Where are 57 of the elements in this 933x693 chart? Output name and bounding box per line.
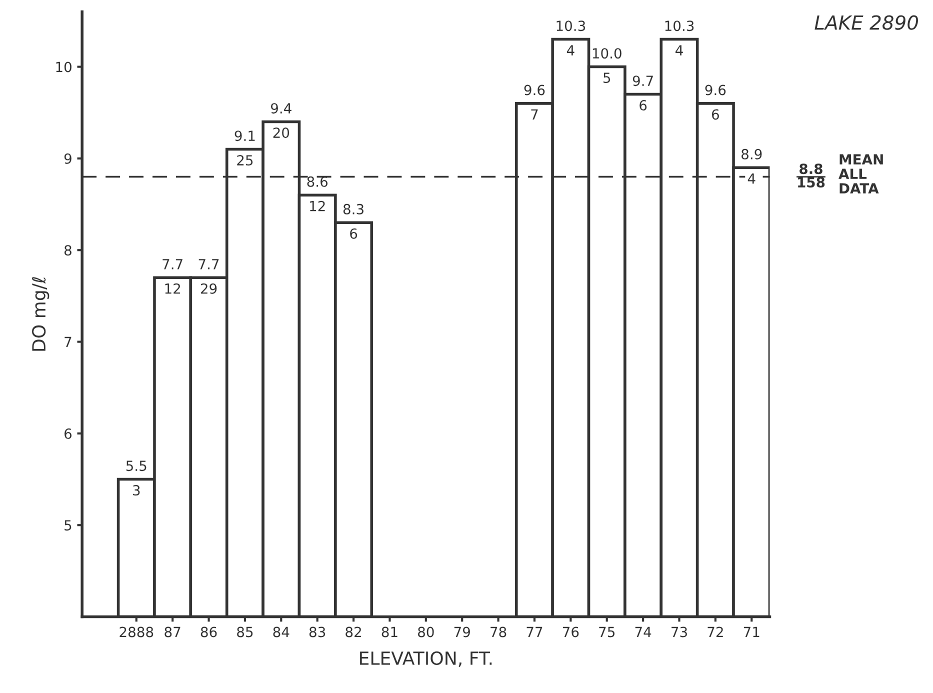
annotation: 12 [165,283,180,294]
data-label: 9.6 [524,84,545,96]
data-label: 9.1 [234,130,255,142]
x-tick-label: 75 [599,626,614,638]
x-tick-label: 79 [454,626,470,638]
y-tick-label: 9 [64,153,72,164]
annotation: 4 [676,45,683,56]
data-label: 9.6 [705,84,726,96]
data-label: 8.9 [742,148,762,160]
ref-line-label: 8.8 [800,164,822,174]
annotation: 20 [273,128,290,138]
x-tick-label: 80 [418,626,434,638]
data-label: 7.7 [162,259,182,270]
annotation: 6 [712,109,719,120]
annotation: 6 [350,228,358,239]
annotation: 3 [133,485,140,496]
x-axis-title: ELEVATION, FT. [360,651,492,667]
y-tick-label: 5 [64,520,72,531]
text: MEAN ALL DATA [838,154,883,194]
annotation: 12 [310,200,325,212]
x-tick-label: 84 [273,626,290,638]
y-tick-label: 6 [64,428,72,439]
data-label: 9.7 [632,76,653,86]
x-tick-label: 82 [346,626,361,638]
x-tick-label: 81 [382,626,398,638]
annotation: 29 [200,283,217,294]
data-label: 5.5 [126,460,146,472]
x-tick-label: 74 [635,626,652,638]
x-tick-label: 86 [200,626,217,638]
annotation: 7 [531,109,538,120]
annotation: 4 [748,174,756,184]
annotation: 25 [237,155,253,166]
data-label: 10.3 [556,20,586,32]
x-tick-label: 85 [237,626,253,638]
annotation: 6 [640,100,647,111]
x-tick-label: 87 [164,626,180,638]
x-tick-label: 83 [309,626,326,638]
x-tick-label: 73 [672,626,687,638]
data-label: 9.4 [270,103,292,114]
x-tick-label: 2888 [120,626,154,638]
x-tick-label: 78 [490,626,506,638]
annotation: 4 [566,45,574,56]
data-label: 7.7 [198,259,219,270]
x-tick-label: 71 [744,626,760,638]
x-tick-label: 77 [526,626,542,638]
y-tick-label: 8 [64,245,72,256]
y-axis-title: DO mg/ℓ [32,277,50,351]
y-tick-label: 10 [56,62,72,72]
y-tick-label: 7 [64,336,72,348]
x-tick-label: 72 [708,626,723,638]
annotation: 5 [604,72,610,84]
data-label: 10.0 [592,48,622,59]
x-tick-label: 76 [562,626,579,638]
text: 158 [798,177,825,188]
text: LAKE 2890 [814,15,918,30]
data-label: 10.3 [665,20,694,32]
data-label: 8.3 [343,204,364,214]
